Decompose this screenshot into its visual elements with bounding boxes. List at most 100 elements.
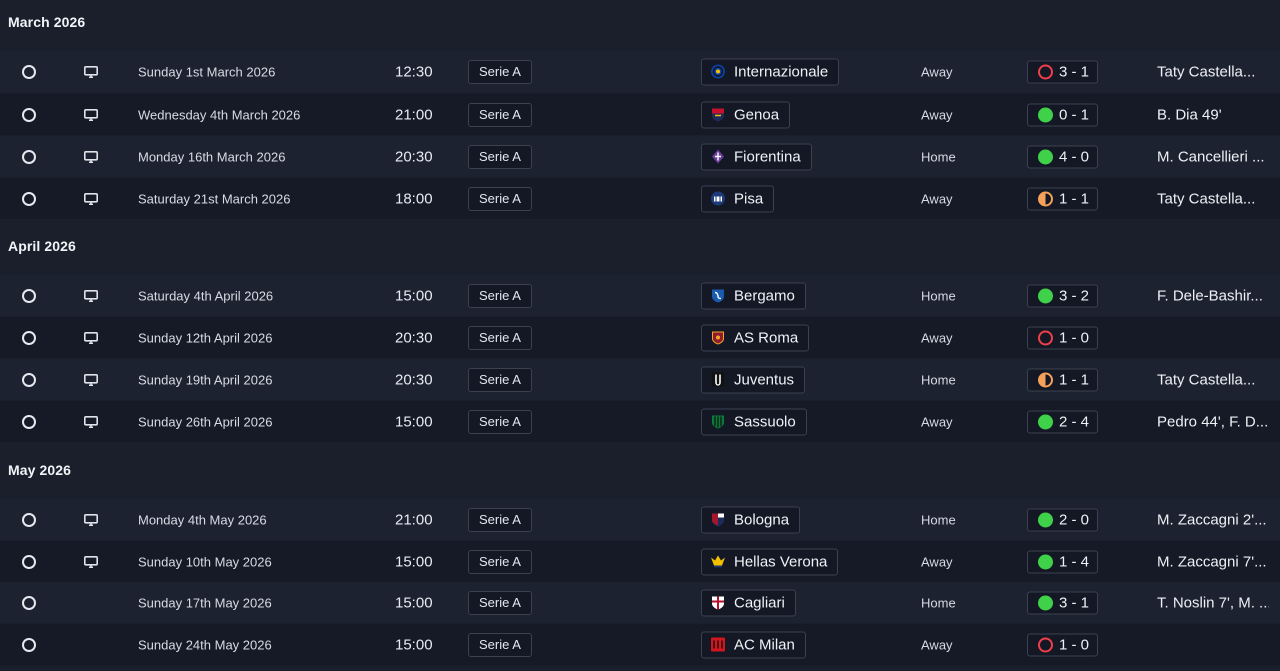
bologna-crest: [712, 513, 724, 527]
opponent-chip[interactable]: Bergamo: [701, 282, 806, 309]
result-badge[interactable]: 4 - 0: [1027, 145, 1098, 168]
competition-badge[interactable]: Serie A: [468, 325, 532, 350]
fixture-date: Sunday 24th May 2026: [138, 637, 272, 652]
competition-badge[interactable]: Serie A: [468, 409, 532, 434]
competition-badge[interactable]: Serie A: [468, 102, 532, 127]
fixture-row[interactable]: Sunday 10th May 2026 15:00 Serie A Hella…: [0, 541, 1280, 582]
opponent-chip[interactable]: Genoa: [701, 101, 791, 128]
genoa-crest: [712, 108, 724, 122]
goalscorers: Pedro 44', F. D...: [1157, 413, 1269, 430]
opponent-chip[interactable]: Internazionale: [701, 58, 840, 85]
opponent-name: Fiorentina: [734, 148, 801, 165]
bergamo-crest: [712, 289, 724, 303]
month-header: April 2026: [0, 224, 1280, 272]
venue: Away: [921, 191, 953, 206]
kickoff-time: 21:00: [395, 511, 433, 528]
venue: Away: [921, 637, 953, 652]
fixture-row[interactable]: Wednesday 4th March 2026 21:00 Serie A G…: [0, 94, 1280, 135]
competition-badge[interactable]: Serie A: [468, 590, 532, 615]
opponent-chip[interactable]: Hellas Verona: [701, 548, 839, 575]
opponent-chip[interactable]: Pisa: [701, 185, 775, 212]
tv-icon: [84, 108, 98, 121]
score: 0 - 1: [1059, 106, 1090, 123]
fixture-date: Sunday 17th May 2026: [138, 595, 272, 610]
result-badge[interactable]: 1 - 0: [1027, 633, 1098, 656]
opponent-name: Juventus: [734, 371, 795, 388]
fixture-row[interactable]: Sunday 19th April 2026 20:30 Serie A Juv…: [0, 359, 1280, 400]
kickoff-time: 15:00: [395, 636, 433, 653]
fixture-row[interactable]: Sunday 24th May 2026 15:00 Serie A AC Mi…: [0, 624, 1280, 665]
opponent-name: Hellas Verona: [734, 553, 828, 570]
competition-badge[interactable]: Serie A: [468, 507, 532, 532]
opponent-chip[interactable]: AC Milan: [701, 631, 806, 658]
kickoff-time: 15:00: [395, 594, 433, 611]
tv-icon: [84, 331, 98, 344]
kickoff-time: 15:00: [395, 553, 433, 570]
venue: Home: [921, 288, 956, 303]
competition-badge[interactable]: Serie A: [468, 59, 532, 84]
score: 2 - 4: [1059, 413, 1090, 430]
select-fixture-radio[interactable]: [22, 637, 36, 652]
result-badge[interactable]: 1 - 0: [1027, 326, 1098, 349]
fixture-row[interactable]: Monday 16th March 2026 20:30 Serie A Fio…: [0, 136, 1280, 177]
win-indicator-icon: [1038, 414, 1053, 429]
select-fixture-radio[interactable]: [22, 372, 36, 387]
select-fixture-radio[interactable]: [22, 330, 36, 345]
result-badge[interactable]: 3 - 1: [1027, 591, 1098, 614]
opponent-name: AC Milan: [734, 636, 795, 653]
opponent-chip[interactable]: Cagliari: [701, 589, 796, 616]
fixture-row[interactable]: Sunday 17th May 2026 15:00 Serie A Cagli…: [0, 582, 1280, 623]
score: 1 - 1: [1059, 190, 1090, 207]
opponent-chip[interactable]: Juventus: [701, 366, 806, 393]
select-fixture-radio[interactable]: [22, 288, 36, 303]
opponent-name: Sassuolo: [734, 413, 796, 430]
opponent-name: Cagliari: [734, 594, 785, 611]
opponent-chip[interactable]: Fiorentina: [701, 143, 812, 170]
select-fixture-radio[interactable]: [22, 149, 36, 164]
result-badge[interactable]: 2 - 0: [1027, 508, 1098, 531]
fixture-row[interactable]: Monday 4th May 2026 21:00 Serie A Bologn…: [0, 499, 1280, 540]
draw-indicator-icon: [1038, 191, 1053, 206]
opponent-chip[interactable]: AS Roma: [701, 324, 810, 351]
draw-indicator-icon: [1038, 372, 1053, 387]
inter-crest: [711, 64, 725, 79]
select-fixture-radio[interactable]: [22, 107, 36, 122]
competition-badge[interactable]: Serie A: [468, 186, 532, 211]
competition-badge[interactable]: Serie A: [468, 549, 532, 574]
result-badge[interactable]: 3 - 1: [1027, 60, 1098, 83]
fixture-date: Monday 16th March 2026: [138, 149, 286, 164]
fixture-row[interactable]: Sunday 1st March 2026 12:30 Serie A Inte…: [0, 51, 1280, 92]
score: 1 - 4: [1059, 553, 1090, 570]
venue: Home: [921, 512, 956, 527]
result-badge[interactable]: 1 - 1: [1027, 368, 1098, 391]
opponent-name: Bologna: [734, 511, 790, 528]
select-fixture-radio[interactable]: [22, 191, 36, 206]
select-fixture-radio[interactable]: [22, 414, 36, 429]
result-badge[interactable]: 1 - 4: [1027, 550, 1098, 573]
fiorentina-crest: [712, 149, 724, 164]
result-badge[interactable]: 3 - 2: [1027, 284, 1098, 307]
result-badge[interactable]: 1 - 1: [1027, 187, 1098, 210]
result-badge[interactable]: 0 - 1: [1027, 103, 1098, 126]
competition-badge[interactable]: Serie A: [468, 144, 532, 169]
opponent-chip[interactable]: Bologna: [701, 506, 801, 533]
competition-badge[interactable]: Serie A: [468, 283, 532, 308]
fixture-row[interactable]: Sunday 26th April 2026 15:00 Serie A Sas…: [0, 401, 1280, 442]
select-fixture-radio[interactable]: [22, 512, 36, 527]
fixture-row[interactable]: Saturday 21st March 2026 18:00 Serie A P…: [0, 178, 1280, 219]
competition-badge[interactable]: Serie A: [468, 632, 532, 657]
tv-icon: [84, 192, 98, 205]
select-fixture-radio[interactable]: [22, 595, 36, 610]
select-fixture-radio[interactable]: [22, 554, 36, 569]
competition-badge[interactable]: Serie A: [468, 367, 532, 392]
fixture-row[interactable]: Saturday 4th April 2026 15:00 Serie A Be…: [0, 275, 1280, 316]
select-fixture-radio[interactable]: [22, 64, 36, 79]
loss-indicator-icon: [1038, 64, 1053, 79]
venue: Home: [921, 595, 956, 610]
kickoff-time: 20:30: [395, 148, 433, 165]
fixture-row[interactable]: Sunday 12th April 2026 20:30 Serie A AS …: [0, 317, 1280, 358]
opponent-chip[interactable]: Sassuolo: [701, 408, 807, 435]
milan-crest: [711, 637, 725, 652]
result-badge[interactable]: 2 - 4: [1027, 410, 1098, 433]
venue: Away: [921, 330, 953, 345]
